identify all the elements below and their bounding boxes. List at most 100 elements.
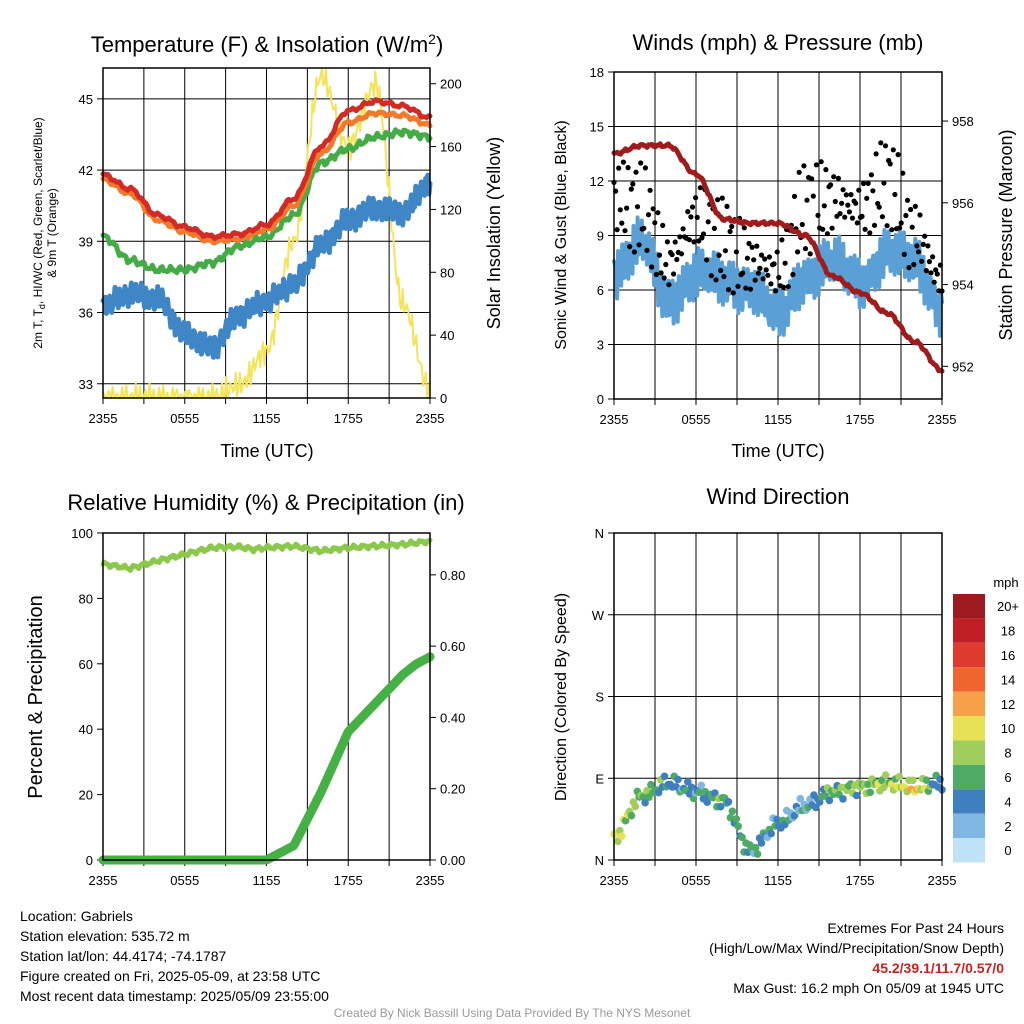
wind-ytick-label: 3	[597, 338, 604, 353]
gust-point	[771, 261, 777, 267]
wind-y2label: Station Pressure (Maroon)	[996, 129, 1016, 340]
direction-point	[895, 773, 904, 781]
gust-point	[922, 233, 928, 239]
gust-point	[900, 170, 906, 176]
gust-point	[774, 249, 780, 255]
gust-point	[933, 267, 939, 273]
rh-frame	[102, 532, 431, 861]
gust-point	[832, 198, 838, 205]
gust-point	[849, 215, 856, 221]
gust-point	[824, 231, 831, 237]
direction-point	[773, 815, 781, 824]
gust-point	[664, 239, 671, 245]
wind-ytick-label: 9	[597, 229, 604, 244]
direction-point	[825, 796, 834, 805]
dir-ytick-label: N	[595, 526, 604, 541]
gust-point	[724, 203, 730, 209]
temp-ytick-label: 45	[79, 92, 93, 107]
gust-point	[854, 220, 860, 226]
gust-point	[934, 271, 940, 277]
gust-point	[790, 271, 796, 278]
wind-ytick-label: 15	[590, 120, 604, 135]
gust-point	[821, 203, 827, 209]
station-info: Location: Gabriels Station elevation: 53…	[20, 906, 329, 1006]
gust-point	[917, 212, 923, 218]
gust-point	[903, 212, 909, 219]
gust-point	[870, 188, 876, 194]
gust-point	[678, 251, 685, 257]
gust-point	[729, 223, 735, 230]
direction-point	[674, 775, 682, 784]
gust-point	[914, 243, 920, 249]
gust-point	[758, 252, 765, 258]
legend-title: mph	[993, 575, 1018, 590]
gust-point	[882, 143, 889, 149]
gust-point	[696, 238, 702, 244]
dir-xtick-label: 2355	[600, 873, 629, 888]
direction-point	[647, 780, 655, 789]
temp-frame	[102, 67, 431, 399]
legend-label: 2	[1004, 819, 1011, 834]
gust-point	[813, 162, 820, 168]
gust-point	[749, 244, 755, 250]
gust-point	[845, 202, 851, 208]
elevation-text: Station elevation: 535.72 m	[20, 928, 190, 944]
rh-y2tick-label: 0.40	[440, 710, 465, 725]
rh-line	[100, 537, 433, 573]
dir-ylabel: Direction (Colored By Speed)	[553, 593, 570, 801]
wind-xtick-label: 0555	[682, 412, 711, 427]
gust-point	[721, 274, 727, 280]
gust-point	[741, 225, 747, 231]
gust-point	[715, 197, 721, 203]
gust-point	[711, 225, 718, 231]
gust-point	[898, 220, 904, 226]
gust-point	[700, 231, 707, 237]
gust-point	[768, 281, 774, 287]
wind-xtick-label: 1155	[764, 412, 792, 427]
direction-point	[922, 776, 931, 784]
temp-xtick-label: 2355	[416, 411, 445, 426]
gust-point	[831, 174, 837, 180]
temp-y2tick-label: 160	[440, 140, 462, 155]
gust-point	[897, 225, 903, 231]
gust-point	[746, 240, 752, 247]
gust-point	[779, 237, 785, 243]
legend-swatch	[953, 789, 985, 814]
gust-point	[616, 165, 622, 171]
gust-point	[754, 243, 760, 249]
direction-point	[796, 794, 805, 803]
gust-point	[697, 185, 703, 191]
wind-ytick-label: 18	[590, 65, 604, 80]
temp-ylabel: 2m T, Td, HI/WC (Red, Green, Scarlet/Blu…	[31, 117, 47, 348]
direction-point	[716, 802, 725, 811]
gust-point	[868, 172, 875, 178]
temp-ytick-label: 36	[79, 306, 93, 321]
gust-point	[912, 203, 918, 209]
gust-point	[879, 214, 886, 220]
legend-label: 6	[1004, 770, 1011, 785]
rh-xtick-label: 1755	[334, 873, 363, 888]
gust-point	[871, 222, 878, 228]
gust-point	[839, 200, 845, 206]
direction-point	[726, 813, 735, 822]
gust-point	[628, 186, 634, 192]
gust-point	[733, 249, 740, 255]
gust-point	[636, 242, 642, 248]
gust-point	[837, 211, 843, 217]
gust-point	[799, 221, 805, 228]
gust-point	[625, 165, 631, 171]
gust-point	[928, 270, 934, 276]
gust-point	[674, 256, 680, 263]
gust-point	[856, 187, 862, 193]
wind-xtick-label: 2355	[600, 412, 629, 427]
gust-point	[713, 277, 719, 283]
rh-y2tick-label: 0.60	[440, 639, 465, 654]
wind-ytick-label: 12	[590, 174, 604, 189]
temp-xtick-label: 1155	[253, 411, 281, 426]
temp-y2tick-label: 200	[440, 77, 462, 92]
direction-point	[687, 783, 696, 792]
gust-point	[835, 175, 842, 181]
gust-point	[820, 226, 826, 232]
wind-direction-panel: N E S W N 2355 0555 1155 1755 2355 Wind Direction D…	[553, 484, 956, 888]
gust-point	[901, 251, 907, 257]
